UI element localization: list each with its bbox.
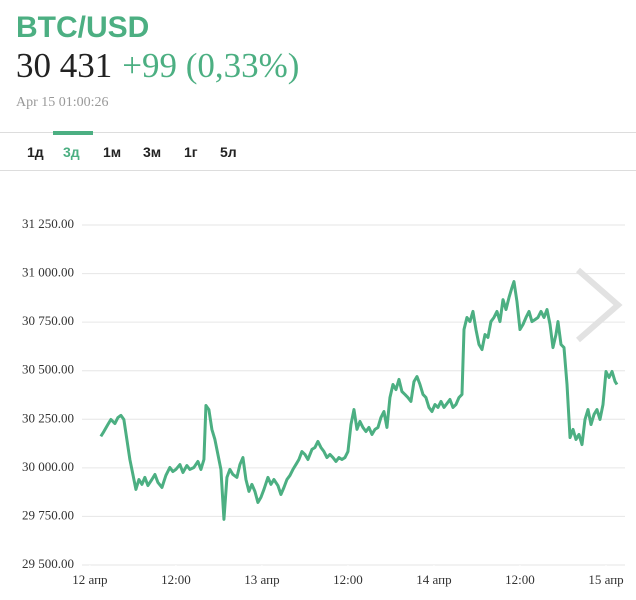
tab[interactable]: 1д (27, 144, 44, 160)
x-tick-label: 15 апр (588, 572, 623, 587)
tab-bar: 1д 3д 1м 3м 1г 5л (27, 131, 237, 160)
change: +99 (0,33%) (122, 46, 299, 85)
tab[interactable]: 1м (103, 144, 121, 160)
timestamp: Apr 15 01:00:26 (16, 95, 109, 110)
y-tick-label: 31 250.00 (22, 216, 74, 231)
tab[interactable]: 5л (220, 144, 237, 160)
y-tick-label: 30 500.00 (22, 362, 74, 377)
x-tick-label: 12:00 (505, 572, 535, 587)
tab[interactable]: 3д (63, 144, 80, 160)
chart: 29 500.00 29 750.00 30 000.00 30 250.00 30 5… (22, 216, 625, 587)
tab[interactable]: 3м (143, 144, 161, 160)
y-tick-label: 29 750.00 (22, 507, 74, 522)
y-tick-label: 31 000.00 (22, 265, 74, 280)
x-tick-label: 14 апр (416, 572, 451, 587)
price-line (99, 280, 619, 521)
price-line: 30 431 +99 (0,33%) (16, 46, 299, 85)
x-tick-label: 12:00 (333, 572, 363, 587)
y-tick-label: 30 250.00 (22, 410, 74, 425)
x-tick-label: 12:00 (161, 572, 191, 587)
y-tick-label: 30 000.00 (22, 459, 74, 474)
y-tick-label: 29 500.00 (22, 556, 74, 571)
active-tab-indicator (53, 131, 93, 135)
y-tick-label: 30 750.00 (22, 313, 74, 328)
x-tick-label: 12 апр (72, 572, 107, 587)
x-tick-label: 13 апр (244, 572, 279, 587)
next-arrow[interactable] (576, 267, 623, 343)
price: 30 431 (16, 46, 112, 85)
tab[interactable]: 1г (184, 144, 198, 160)
symbol: BTC/USD (16, 11, 149, 44)
